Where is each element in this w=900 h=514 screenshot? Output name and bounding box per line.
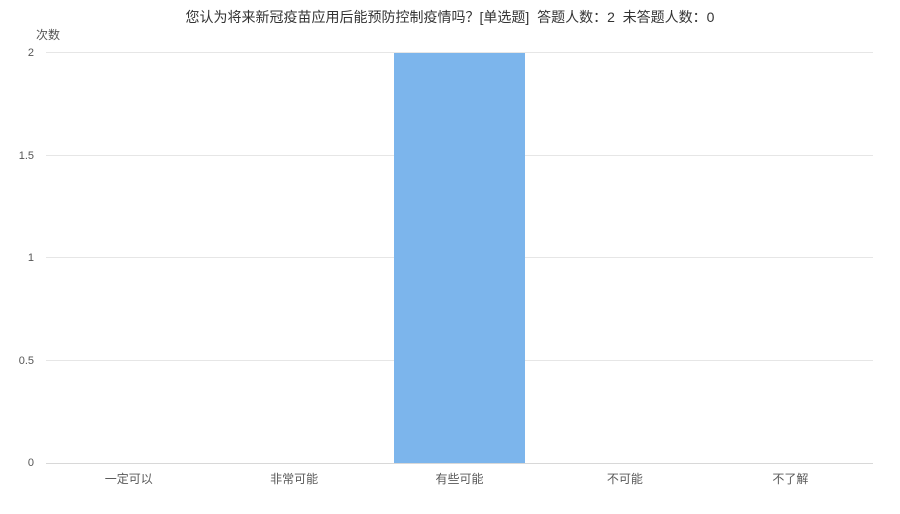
y-axis-unit-label: 次数 <box>36 28 61 42</box>
y-tick-label: 1.5 <box>18 149 34 162</box>
category-band <box>211 53 376 463</box>
x-category-label: 不了解 <box>772 472 809 486</box>
x-category-label: 一定可以 <box>104 472 153 486</box>
y-tick-label: 0 <box>27 457 34 469</box>
plot-area <box>46 52 873 464</box>
x-category-label: 非常可能 <box>270 472 319 486</box>
bars-row <box>46 53 873 463</box>
y-tick-label: 1 <box>27 252 34 264</box>
x-axis-line <box>46 463 873 464</box>
category-band <box>708 53 873 463</box>
y-tick-label: 2 <box>27 47 34 59</box>
y-axis-tick-labels: 0 0.5 1 1.5 2 <box>0 47 40 469</box>
category-band <box>542 53 707 463</box>
x-category-label: 不可能 <box>606 472 643 486</box>
x-category-label: 有些可能 <box>435 472 484 486</box>
category-band <box>46 53 211 463</box>
category-band <box>377 53 542 463</box>
gridline <box>46 52 873 53</box>
bar-有些可能 <box>394 53 525 463</box>
y-tick-label: 0.5 <box>18 354 34 367</box>
chart-title: 您认为将来新冠疫苗应用后能预防控制疫情吗？[单选题] 答题人数：2 未答题人数：… <box>185 9 715 25</box>
x-axis-category-labels: 一定可以 非常可能 有些可能 不可能 不了解 <box>46 470 873 487</box>
